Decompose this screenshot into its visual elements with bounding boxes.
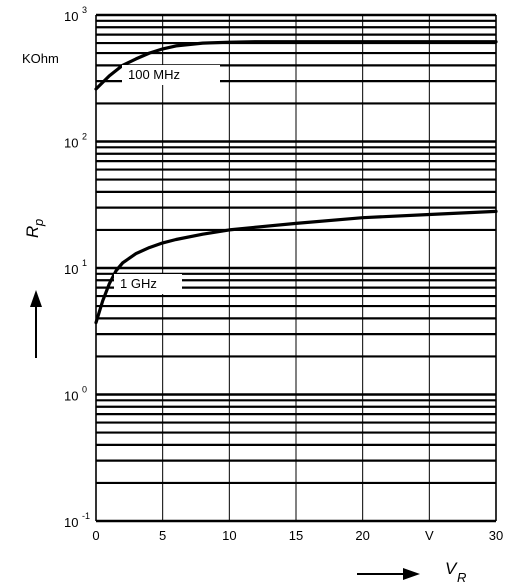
y-tick-exponent: 2 (82, 132, 87, 142)
x-axis-arrow (357, 568, 420, 580)
unit-label: KOhm (22, 51, 59, 66)
y-tick-label: 10 (64, 136, 78, 151)
y-tick-label: 10 (64, 515, 78, 530)
x-axis-title: V R (445, 559, 466, 585)
y-axis-title-sub: p (31, 219, 46, 227)
x-tick-label: 5 (159, 528, 166, 543)
y-tick-label: 10 (64, 262, 78, 277)
x-tick-label: 15 (289, 528, 303, 543)
series-line-100mhz (94, 40, 498, 91)
series-label-100mhz: 100 MHz (128, 67, 180, 82)
x-tick-label: 0 (92, 528, 99, 543)
y-tick-label: 10 (64, 9, 78, 24)
y-tick-exponent: 1 (82, 258, 87, 268)
y-axis-title: R p (23, 219, 46, 238)
x-tick-label: 20 (355, 528, 369, 543)
y-tick-exponent: 0 (82, 385, 87, 395)
x-axis-title-main: V (445, 559, 458, 578)
series-label-bg (114, 274, 182, 294)
series-group (94, 40, 498, 325)
y-tick-exponent: -1 (82, 511, 90, 521)
series-label-1ghz: 1 GHz (120, 276, 157, 291)
grid (95, 13, 497, 523)
x-tick-label: 10 (222, 528, 236, 543)
labels-group: 100 MHz 1 GHz 0 5 10 15 20 V 30 10 -1 10 0 10 1 10 2 10 3 (64, 5, 503, 543)
y-tick-exponent: 3 (82, 5, 87, 15)
series-line-1ghz (94, 209, 498, 325)
y-axis-arrow (30, 290, 42, 358)
x-tick-label: V (425, 528, 434, 543)
x-tick-label: 30 (489, 528, 503, 543)
x-axis-title-sub: R (457, 570, 466, 585)
y-tick-label: 10 (64, 389, 78, 404)
y-axis-title-main: R (23, 226, 42, 238)
series-label-bg (122, 65, 220, 85)
